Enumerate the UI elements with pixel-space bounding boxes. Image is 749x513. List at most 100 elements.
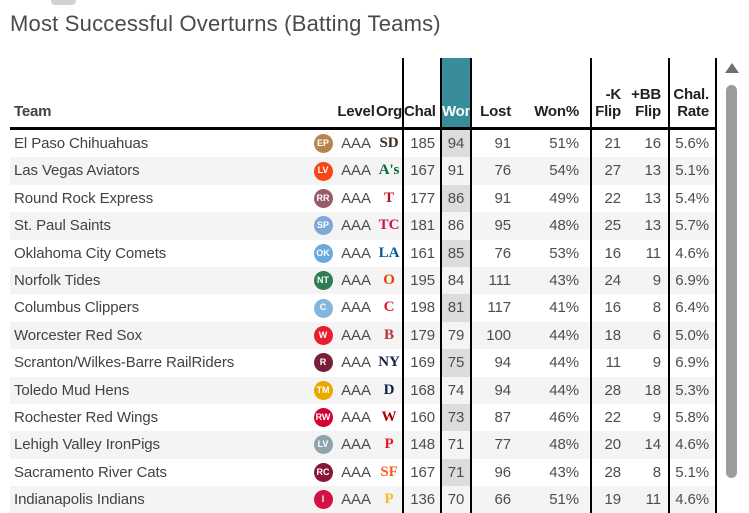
won-cell: 71 bbox=[440, 458, 470, 487]
org-logo: O bbox=[376, 266, 402, 295]
team-logo: RW bbox=[313, 408, 333, 428]
lost-cell: 91 bbox=[470, 184, 518, 213]
chal-rate-cell: 5.4% bbox=[668, 184, 717, 213]
k-flip-cell: 18 bbox=[590, 321, 630, 350]
team-logo-cell: I bbox=[310, 486, 336, 513]
won-pct-cell: 43% bbox=[518, 266, 590, 295]
won-cell: 75 bbox=[440, 349, 470, 377]
lost-cell: 66 bbox=[470, 486, 518, 513]
header-lost[interactable]: Lost bbox=[470, 58, 518, 127]
team-name: Scranton/Wilkes-Barre RailRiders bbox=[14, 354, 235, 372]
table-row: El Paso Chihuahuas EP AAA SD 185 94 91 51% 21 16 5… bbox=[10, 130, 717, 158]
won-cell: 84 bbox=[440, 266, 470, 295]
team-name: Lehigh Valley IronPigs bbox=[10, 431, 310, 459]
vertical-scrollbar[interactable] bbox=[724, 58, 740, 499]
team-logo: TM bbox=[313, 380, 333, 400]
k-flip-cell: 16 bbox=[590, 294, 630, 322]
team-logo-cell: TM bbox=[310, 376, 336, 404]
lost-cell: 117 bbox=[470, 294, 518, 322]
chal-rate-cell: 6.9% bbox=[668, 266, 717, 295]
team-logo: SP bbox=[313, 216, 333, 236]
org-logo: LA bbox=[378, 244, 400, 261]
chal-rate-cell: 5.7% bbox=[668, 212, 717, 240]
k-flip-cell: 19 bbox=[590, 486, 630, 513]
level-cell: AAA bbox=[336, 266, 376, 295]
header-org[interactable]: Org bbox=[376, 103, 402, 120]
scroll-up-arrow-icon[interactable] bbox=[725, 63, 739, 73]
team-name: Indianapolis Indians bbox=[10, 486, 310, 513]
team-logo-cell: EP bbox=[310, 130, 336, 157]
header-won-sorted[interactable]: Won bbox=[440, 58, 470, 127]
table-row: Round Rock Express RR AAA T 177 86 91 49% 22 13 5.… bbox=[10, 184, 717, 213]
k-flip-cell: 11 bbox=[590, 349, 630, 377]
team-logo: I bbox=[313, 490, 333, 510]
chal-rate-cell: 5.1% bbox=[668, 157, 717, 185]
lost-cell: 94 bbox=[470, 376, 518, 404]
header-chal-rate[interactable]: Chal. Rate bbox=[668, 58, 717, 127]
table-row: Rochester Red Wings RW AAA W 160 73 87 46% 22 9 5.… bbox=[10, 403, 717, 432]
org-logo: P bbox=[376, 431, 402, 459]
chal-rate-cell: 5.3% bbox=[668, 376, 717, 404]
lost-cell: 76 bbox=[470, 239, 518, 267]
chal-rate-cell: 5.8% bbox=[668, 403, 717, 432]
lost-cell: 111 bbox=[470, 266, 518, 295]
chal-cell: 198 bbox=[402, 294, 440, 322]
k-flip-cell: 20 bbox=[590, 431, 630, 459]
won-pct-cell: 41% bbox=[549, 299, 579, 317]
k-flip-cell: 24 bbox=[590, 266, 630, 295]
chal-rate-cell: 6.9% bbox=[668, 349, 717, 377]
chal-cell: 136 bbox=[402, 486, 440, 513]
org-logo: D bbox=[376, 376, 402, 404]
header-won-pct[interactable]: Won% bbox=[534, 103, 579, 120]
org-logo: NY bbox=[378, 354, 400, 371]
team-logo: RC bbox=[313, 462, 333, 482]
lost-cell: 94 bbox=[470, 349, 518, 377]
page-title: Most Successful Overturns (Batting Teams… bbox=[10, 11, 441, 36]
org-logo: B bbox=[376, 321, 402, 350]
k-flip-cell: 25 bbox=[590, 212, 630, 240]
lost-cell: 95 bbox=[470, 212, 518, 240]
team-logo: R bbox=[313, 353, 333, 373]
level-cell: AAA bbox=[336, 321, 376, 350]
won-pct-cell: 51% bbox=[518, 486, 590, 513]
org-logo: TC bbox=[376, 212, 402, 240]
level-cell: AAA bbox=[336, 376, 376, 404]
header-k-flip[interactable]: -K Flip bbox=[590, 58, 630, 127]
level-cell: AAA bbox=[341, 354, 371, 372]
bb-flip-cell: 13 bbox=[630, 212, 668, 240]
chal-rate-cell: 5.6% bbox=[668, 130, 717, 158]
team-logo-cell: R bbox=[310, 349, 336, 376]
team-logo: OK bbox=[313, 243, 333, 263]
won-cell: 74 bbox=[440, 376, 470, 404]
k-flip-cell: 16 bbox=[590, 239, 630, 267]
chal-cell: 168 bbox=[402, 376, 440, 404]
chal-rate-cell: 4.6% bbox=[668, 239, 717, 267]
level-cell: AAA bbox=[341, 244, 371, 262]
header-team[interactable]: Team bbox=[14, 103, 52, 120]
org-logo: T bbox=[384, 189, 394, 206]
won-cell: 86 bbox=[440, 212, 470, 240]
k-flip-cell: 28 bbox=[590, 376, 630, 404]
chal-rate-cell: 5.1% bbox=[668, 458, 717, 487]
lost-cell: 91 bbox=[470, 130, 518, 158]
bb-flip-cell: 18 bbox=[630, 376, 668, 404]
won-cell: 91 bbox=[440, 157, 470, 185]
scrollbar-thumb[interactable] bbox=[726, 85, 737, 478]
chal-rate-cell: 4.6% bbox=[668, 486, 717, 513]
header-bb-flip[interactable]: +BB Flip bbox=[631, 86, 661, 120]
table-row: Norfolk Tides NT AAA O 195 84 111 43% 24 9 6.9% bbox=[10, 266, 717, 295]
team-name: Norfolk Tides bbox=[10, 266, 310, 295]
org-logo: A's bbox=[376, 157, 402, 185]
table-header-row: Team Level Org Chal Won Lost Won% -K Fli… bbox=[10, 58, 717, 130]
won-pct-cell: 51% bbox=[549, 135, 579, 152]
header-chal[interactable]: Chal bbox=[402, 58, 440, 127]
k-flip-cell: 21 bbox=[590, 130, 630, 158]
table-row: Scranton/Wilkes-Barre RailRiders R AAA NY 16… bbox=[10, 349, 717, 377]
level-cell: AAA bbox=[336, 431, 376, 459]
table-body: El Paso Chihuahuas EP AAA SD 185 94 91 51% 21 16 5… bbox=[10, 130, 717, 513]
header-level[interactable]: Level bbox=[337, 103, 375, 120]
team-logo: RR bbox=[313, 188, 333, 208]
table-row: Sacramento River Cats RC AAA SF 167 71 96 43% 28… bbox=[10, 458, 717, 487]
team-logo: W bbox=[313, 325, 333, 345]
won-pct-cell: 44% bbox=[518, 376, 590, 404]
